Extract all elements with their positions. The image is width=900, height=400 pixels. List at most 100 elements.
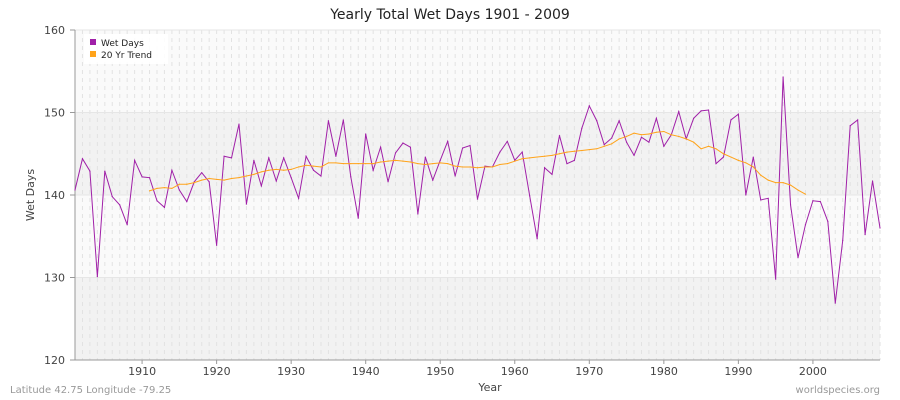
- x-tick-label: 2000: [799, 365, 827, 378]
- wet-days-point: [74, 189, 76, 191]
- trend-point: [230, 177, 233, 180]
- trend-point: [693, 141, 695, 143]
- wet-days-point: [543, 167, 546, 169]
- wet-days-point: [752, 156, 754, 158]
- trend-point: [424, 163, 426, 166]
- wet-days-point: [827, 220, 829, 222]
- trend-point: [685, 138, 687, 140]
- trend-point: [342, 163, 344, 165]
- trend-point: [573, 150, 575, 152]
- trend-point: [596, 148, 598, 150]
- y-tick-label: 120: [44, 354, 65, 367]
- trend-point: [290, 168, 292, 171]
- y-tick-label: 160: [44, 24, 65, 37]
- wet-days-point: [461, 147, 464, 149]
- wet-days-point: [834, 302, 836, 304]
- wet-days-point: [81, 158, 84, 160]
- wet-days-point: [648, 141, 650, 143]
- wet-days-point: [409, 146, 412, 148]
- trend-point: [625, 135, 628, 138]
- trend-point: [394, 159, 397, 161]
- trend-point: [514, 160, 516, 162]
- wet-days-point: [812, 200, 814, 202]
- wet-days-point: [625, 141, 628, 143]
- x-tick-label: 1930: [277, 365, 305, 378]
- wet-days-point: [238, 123, 240, 125]
- wet-days-point: [640, 136, 643, 138]
- wet-days-point: [857, 119, 859, 121]
- wet-days-point: [320, 175, 322, 177]
- x-tick-label: 1910: [128, 365, 156, 378]
- trend-point: [402, 160, 404, 162]
- wet-days-point: [380, 146, 382, 148]
- trend-point: [208, 177, 210, 180]
- x-tick-label: 1950: [426, 365, 454, 378]
- trend-point: [380, 161, 382, 163]
- legend-box: [84, 34, 168, 64]
- trend-point: [663, 130, 665, 133]
- wet-days-point: [417, 213, 419, 215]
- trend-point: [558, 153, 561, 155]
- trend-point: [618, 138, 620, 140]
- trend-point: [409, 161, 412, 163]
- wet-days-point: [104, 170, 106, 172]
- trend-point: [648, 133, 650, 135]
- wet-days-point: [312, 169, 315, 171]
- wet-days-point: [230, 157, 233, 159]
- wet-days-point: [335, 155, 337, 157]
- wet-days-point: [611, 137, 613, 139]
- legend-swatch: [90, 51, 96, 57]
- wet-days-point: [156, 200, 158, 202]
- wet-days-point: [603, 144, 605, 146]
- wet-days-point: [186, 201, 188, 203]
- wet-days-point: [663, 145, 665, 147]
- wet-days-point: [201, 172, 203, 174]
- wet-days-point: [797, 257, 799, 259]
- wet-days-point: [432, 179, 434, 181]
- chart-title: Yearly Total Wet Days 1901 - 2009: [330, 7, 570, 23]
- trend-point: [484, 166, 486, 168]
- wet-days-point: [439, 159, 441, 161]
- trend-point: [216, 178, 218, 180]
- trend-point: [432, 163, 434, 165]
- wet-days-point: [678, 111, 680, 113]
- trend-point: [745, 162, 747, 164]
- wet-days-point: [350, 176, 352, 178]
- wet-days-point: [737, 113, 739, 115]
- wet-days-point: [573, 159, 575, 161]
- wet-days-point: [96, 276, 98, 278]
- trend-point: [454, 165, 456, 167]
- trend-point: [633, 132, 635, 134]
- wet-days-point: [581, 127, 583, 129]
- wet-days-point: [789, 204, 792, 206]
- wet-days-point: [119, 204, 121, 206]
- trend-point: [752, 166, 754, 168]
- trend-point: [707, 145, 710, 147]
- trend-point: [238, 177, 240, 179]
- trend-point: [789, 184, 792, 186]
- y-tick-label: 150: [44, 107, 65, 120]
- wet-days-point: [782, 76, 784, 78]
- trend-point: [737, 159, 739, 161]
- wet-days-point: [447, 140, 449, 142]
- wet-days-point: [879, 227, 881, 229]
- wet-days-point: [387, 181, 389, 183]
- wet-days-point: [707, 109, 710, 111]
- wet-days-point: [536, 238, 538, 240]
- x-tick-label: 1960: [501, 365, 529, 378]
- wet-days-point: [618, 120, 620, 122]
- wet-days-point: [134, 159, 136, 161]
- y-axis-label: Wet Days: [24, 169, 37, 222]
- wet-days-point: [767, 197, 769, 199]
- legend: Wet Days 20 Yr Trend: [84, 34, 168, 64]
- wet-days-point: [551, 173, 553, 175]
- wet-days-point: [655, 117, 657, 119]
- trend-point: [178, 183, 180, 185]
- trend-point: [439, 162, 441, 164]
- wet-days-point: [268, 157, 270, 159]
- source-label: worldspecies.org: [795, 385, 880, 396]
- trend-point: [275, 168, 277, 171]
- trend-point: [491, 166, 494, 168]
- wet-days-point: [566, 163, 568, 165]
